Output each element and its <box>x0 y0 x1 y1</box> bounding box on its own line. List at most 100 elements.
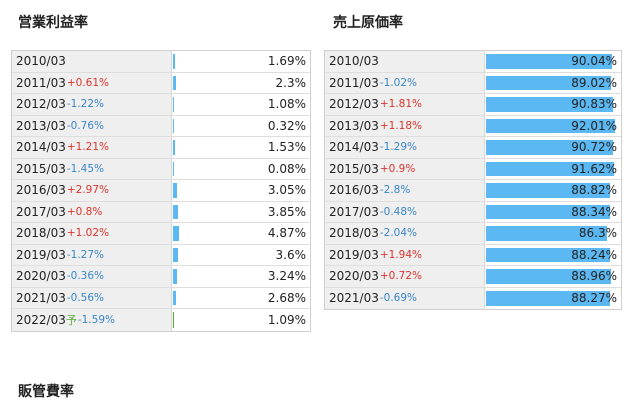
value-text: 1.53% <box>267 140 306 155</box>
value-text: 91.62% <box>571 161 617 176</box>
bar-cell: 1.08% <box>172 94 310 115</box>
value-text: 90.72% <box>571 140 617 155</box>
value-bar <box>173 75 176 90</box>
row-label: 2014/03 -1.29% <box>325 137 485 158</box>
table-row: 2010/03 1.69% <box>12 51 310 73</box>
value-bar <box>173 54 175 69</box>
value-bar <box>486 75 611 90</box>
row-label: 2019/03 -1.27% <box>12 244 172 265</box>
table-row: 2011/03 -1.02% 89.02% <box>325 72 621 94</box>
table-row: 2013/03 -0.76% 0.32% <box>12 115 310 137</box>
value-text: 1.69% <box>267 54 306 69</box>
table-row: 2020/03 -0.36% 3.24% <box>12 266 310 288</box>
bar-cell: 89.02% <box>485 73 621 94</box>
bar-cell: 3.05% <box>172 180 310 201</box>
fiscal-year: 2017/03 <box>329 204 379 219</box>
row-label: 2021/03 -0.56% <box>12 287 172 308</box>
fiscal-year: 2022/03 <box>16 312 66 327</box>
table-row: 2022/03 予 -1.59% 1.09% <box>12 309 310 331</box>
value-bar <box>173 290 176 305</box>
fiscal-year: 2010/03 <box>329 54 379 69</box>
row-label: 2015/03 -1.45% <box>12 158 172 179</box>
bar-cell: 3.85% <box>172 202 310 223</box>
year-over-year-change: -1.59% <box>77 313 116 326</box>
fiscal-year: 2012/03 <box>329 97 379 112</box>
row-label: 2017/03 +0.8% <box>12 201 172 222</box>
value-text: 88.82% <box>571 183 617 198</box>
year-over-year-change: +1.94% <box>379 248 423 261</box>
bar-cell: 90.72% <box>485 137 621 158</box>
year-over-year-change: -1.22% <box>66 98 105 111</box>
table-row: 2010/03 90.04% <box>325 51 621 73</box>
value-bar <box>173 204 178 219</box>
bar-cell: 88.27% <box>485 288 621 310</box>
value-bar <box>486 54 612 69</box>
bar-cell: 90.04% <box>485 51 621 72</box>
value-text: 3.6% <box>275 247 307 262</box>
year-over-year-change: -1.45% <box>66 162 105 175</box>
value-text: 0.32% <box>267 118 306 133</box>
fiscal-year: 2017/03 <box>16 204 66 219</box>
forecast-marker: 予 <box>65 313 77 327</box>
year-over-year-change: -0.69% <box>379 292 418 305</box>
bar-cell: 2.68% <box>172 288 310 309</box>
fiscal-year: 2021/03 <box>16 290 66 305</box>
value-bar <box>486 290 610 306</box>
row-label: 2012/03 -1.22% <box>12 94 172 115</box>
row-label: 2014/03 +1.21% <box>12 137 172 158</box>
row-label: 2012/03 +1.81% <box>325 94 485 115</box>
table-row: 2021/03 -0.56% 2.68% <box>12 287 310 309</box>
fiscal-year: 2011/03 <box>16 75 66 90</box>
year-over-year-change: -1.02% <box>379 76 418 89</box>
row-label: 2011/03 -1.02% <box>325 72 485 93</box>
fiscal-year: 2015/03 <box>329 161 379 176</box>
value-text: 86.3% <box>578 226 617 241</box>
fiscal-year: 2016/03 <box>329 183 379 198</box>
value-bar <box>173 269 177 284</box>
value-bar <box>486 161 614 176</box>
table-row: 2018/03 -2.04% 86.3% <box>325 223 621 245</box>
fiscal-year: 2020/03 <box>16 269 66 284</box>
year-over-year-change: +0.72% <box>379 270 423 283</box>
row-label: 2022/03 予 -1.59% <box>12 309 172 331</box>
value-bar <box>173 161 174 176</box>
value-text: 88.27% <box>571 291 617 306</box>
value-bar <box>173 312 174 328</box>
row-label: 2011/03 +0.61% <box>12 72 172 93</box>
year-over-year-change: +1.02% <box>66 227 110 240</box>
value-text: 92.01% <box>571 118 617 133</box>
year-over-year-change: -0.56% <box>66 291 105 304</box>
bar-cell: 3.6% <box>172 245 310 266</box>
bar-cell: 90.83% <box>485 94 621 115</box>
row-label: 2018/03 +1.02% <box>12 223 172 244</box>
value-text: 90.04% <box>571 54 617 69</box>
row-label: 2010/03 <box>12 51 172 72</box>
value-bar <box>486 183 610 198</box>
row-label: 2020/03 -0.36% <box>12 266 172 287</box>
bar-cell: 0.32% <box>172 116 310 137</box>
year-over-year-change: +1.81% <box>379 98 423 111</box>
cost-of-sales-ratio-table: 2010/03 90.04% 2011/03 -1.02% 89.02% 2012/03 +… <box>324 50 622 310</box>
value-text: 90.83% <box>571 97 617 112</box>
table-row: 2012/03 -1.22% 1.08% <box>12 94 310 116</box>
table-row: 2011/03 +0.61% 2.3% <box>12 72 310 94</box>
value-text: 1.08% <box>267 97 306 112</box>
row-label: 2018/03 -2.04% <box>325 223 485 244</box>
fiscal-year: 2016/03 <box>16 183 66 198</box>
row-label: 2016/03 -2.8% <box>325 180 485 201</box>
value-text: 88.96% <box>571 269 617 284</box>
fiscal-year: 2015/03 <box>16 161 66 176</box>
operating-margin-title: 営業利益率 <box>18 15 88 31</box>
fiscal-year: 2019/03 <box>329 247 379 262</box>
value-bar <box>486 140 613 155</box>
table-row: 2019/03 -1.27% 3.6% <box>12 244 310 266</box>
bar-cell: 88.82% <box>485 180 621 201</box>
bar-cell: 0.08% <box>172 159 310 180</box>
table-row: 2018/03 +1.02% 4.87% <box>12 223 310 245</box>
year-over-year-change: +0.61% <box>66 76 110 89</box>
table-row: 2017/03 -0.48% 88.34% <box>325 201 621 223</box>
fiscal-year: 2019/03 <box>16 247 66 262</box>
table-row: 2012/03 +1.81% 90.83% <box>325 94 621 116</box>
table-row: 2013/03 +1.18% 92.01% <box>325 115 621 137</box>
fiscal-year: 2011/03 <box>329 75 379 90</box>
